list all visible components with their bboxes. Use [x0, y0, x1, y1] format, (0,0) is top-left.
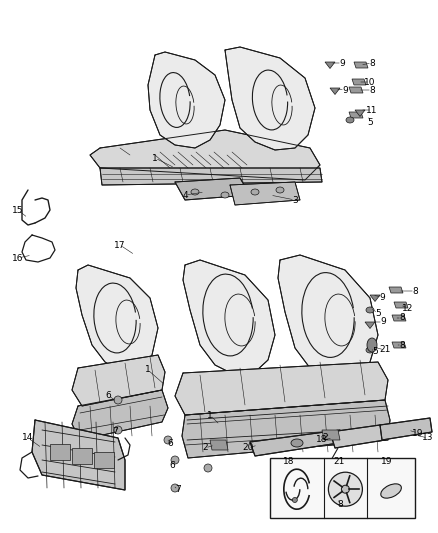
Text: 18: 18: [283, 456, 294, 465]
Ellipse shape: [164, 436, 172, 444]
Text: 13: 13: [421, 433, 433, 442]
Polygon shape: [72, 355, 165, 406]
Text: 8: 8: [411, 287, 417, 295]
Polygon shape: [379, 418, 431, 440]
Text: 3: 3: [291, 196, 297, 205]
Ellipse shape: [171, 484, 179, 492]
Ellipse shape: [290, 439, 302, 447]
Ellipse shape: [366, 338, 376, 352]
Bar: [269, 458, 414, 518]
Text: 12: 12: [401, 303, 413, 312]
Text: 1: 1: [145, 366, 151, 375]
Ellipse shape: [365, 307, 373, 313]
Text: 1: 1: [152, 154, 158, 163]
Polygon shape: [391, 342, 405, 348]
Text: 2: 2: [202, 443, 207, 453]
Ellipse shape: [292, 497, 297, 503]
Polygon shape: [148, 52, 225, 148]
Polygon shape: [277, 255, 377, 378]
Polygon shape: [249, 430, 344, 456]
Ellipse shape: [345, 117, 353, 123]
Ellipse shape: [171, 456, 179, 464]
Ellipse shape: [365, 347, 373, 353]
Ellipse shape: [251, 189, 258, 195]
Polygon shape: [354, 110, 364, 117]
Ellipse shape: [114, 396, 122, 404]
Polygon shape: [351, 79, 365, 85]
Polygon shape: [321, 430, 339, 440]
Text: 8: 8: [398, 313, 404, 322]
Ellipse shape: [204, 464, 212, 472]
Text: 8: 8: [368, 59, 374, 68]
Text: 21: 21: [378, 345, 390, 354]
Text: 19: 19: [381, 456, 392, 465]
Polygon shape: [388, 287, 402, 293]
Ellipse shape: [191, 189, 198, 195]
Polygon shape: [393, 302, 407, 308]
Text: 8: 8: [368, 85, 374, 94]
Polygon shape: [32, 420, 125, 490]
Polygon shape: [183, 260, 274, 375]
Polygon shape: [90, 130, 319, 180]
Ellipse shape: [276, 187, 283, 193]
Text: 21: 21: [333, 456, 344, 465]
Text: 2: 2: [321, 433, 327, 442]
Text: 6: 6: [105, 391, 111, 400]
Polygon shape: [94, 452, 114, 468]
Ellipse shape: [380, 484, 400, 498]
Polygon shape: [353, 62, 367, 68]
Text: 5: 5: [371, 348, 377, 357]
Text: 7: 7: [112, 427, 118, 437]
Ellipse shape: [114, 426, 122, 434]
Text: 10: 10: [364, 77, 375, 86]
Polygon shape: [72, 448, 92, 464]
Text: 9: 9: [338, 59, 344, 68]
Polygon shape: [369, 295, 379, 302]
Text: 6: 6: [169, 461, 174, 470]
Text: 17: 17: [114, 240, 125, 249]
Polygon shape: [50, 444, 70, 460]
Text: 18: 18: [315, 435, 327, 445]
Polygon shape: [225, 47, 314, 150]
Polygon shape: [391, 315, 405, 321]
Polygon shape: [324, 62, 334, 69]
Polygon shape: [100, 168, 321, 185]
Polygon shape: [175, 178, 249, 200]
Ellipse shape: [220, 192, 229, 198]
Text: 9: 9: [341, 85, 347, 94]
Text: 20: 20: [242, 443, 253, 453]
Text: 9: 9: [379, 318, 385, 327]
Polygon shape: [348, 87, 362, 93]
Polygon shape: [76, 265, 158, 372]
Text: 1: 1: [207, 410, 212, 419]
Polygon shape: [175, 362, 387, 415]
Text: 6: 6: [167, 439, 173, 448]
Text: 8: 8: [398, 341, 404, 350]
Text: 5: 5: [366, 117, 372, 126]
Text: 19: 19: [411, 429, 423, 438]
Polygon shape: [348, 112, 362, 118]
Text: 16: 16: [12, 254, 24, 262]
Text: 5: 5: [374, 309, 380, 318]
Text: 14: 14: [22, 433, 34, 442]
Ellipse shape: [341, 485, 349, 493]
Polygon shape: [329, 88, 339, 94]
Polygon shape: [72, 390, 168, 440]
Text: 8: 8: [336, 500, 342, 510]
Ellipse shape: [335, 497, 343, 503]
Polygon shape: [209, 440, 227, 450]
Polygon shape: [182, 400, 389, 458]
Text: 15: 15: [12, 206, 24, 214]
Ellipse shape: [328, 472, 362, 506]
Text: 9: 9: [378, 293, 384, 302]
Polygon shape: [364, 322, 374, 328]
Text: 7: 7: [175, 486, 180, 495]
Text: 4: 4: [182, 190, 187, 199]
Polygon shape: [230, 182, 299, 205]
Polygon shape: [329, 425, 384, 448]
Text: 11: 11: [365, 106, 377, 115]
